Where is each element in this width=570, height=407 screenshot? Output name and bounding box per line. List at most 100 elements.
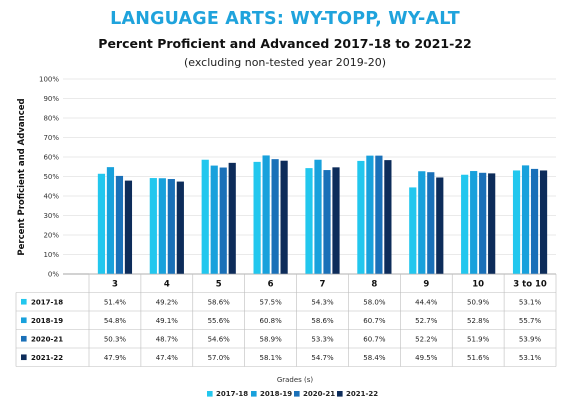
bar [253, 161, 261, 274]
table-cell: 44.4% [415, 298, 438, 306]
y-tick-label: 40% [43, 193, 59, 201]
bars [97, 155, 548, 274]
bar [219, 167, 227, 274]
bar [167, 179, 175, 274]
table-cell: 58.6% [208, 298, 231, 306]
bar [539, 170, 548, 274]
table-cell: 50.3% [104, 335, 127, 343]
table-cell: 60.7% [363, 335, 386, 343]
bar [461, 174, 469, 274]
bar [366, 155, 374, 274]
chart-subtitle: Percent Proficient and Advanced 2017-18 … [98, 36, 472, 51]
y-tick-label: 60% [43, 154, 59, 162]
category-label: 5 [216, 280, 222, 290]
bar [332, 167, 340, 274]
legend-swatch [207, 391, 213, 397]
table-cell: 57.0% [208, 354, 231, 362]
bar [280, 160, 288, 274]
table-cell: 49.1% [156, 317, 179, 325]
y-tick-label: 70% [43, 134, 59, 142]
bar [384, 160, 392, 274]
table-cell: 48.7% [156, 335, 179, 343]
row-label: 2017-18 [31, 298, 63, 306]
row-label: 2021-22 [31, 354, 63, 362]
bar [409, 187, 417, 274]
table-cell: 51.9% [467, 335, 490, 343]
bar [488, 173, 496, 274]
category-label: 4 [164, 280, 170, 290]
legend-swatch [337, 391, 343, 397]
legend-swatch [251, 391, 257, 397]
y-tick-label: 80% [43, 115, 59, 123]
row-swatch [21, 335, 27, 342]
bar [375, 155, 383, 274]
table-cell: 58.9% [259, 335, 282, 343]
row-swatch [21, 354, 27, 361]
bar [228, 162, 236, 274]
chart-note: (excluding non-tested year 2019-20) [183, 56, 387, 69]
chart-title: LANGUAGE ARTS: WY-TOPP, WY-ALT [110, 9, 460, 29]
bar [271, 159, 279, 274]
bar [314, 159, 322, 274]
legend-entry: 2017-18 [216, 390, 248, 398]
bar [357, 160, 365, 274]
row-label: 2018-19 [31, 317, 63, 325]
row-label: 2020-21 [31, 335, 63, 343]
table-cell: 55.6% [208, 317, 231, 325]
x-axis-label: Grades (s) [277, 376, 314, 384]
table-cell: 53.1% [519, 298, 542, 306]
bar [530, 168, 539, 274]
table-cell: 57.5% [259, 298, 282, 306]
table-cell: 53.9% [519, 335, 542, 343]
bar [479, 172, 487, 274]
table-cell: 54.7% [311, 354, 334, 362]
bar [149, 178, 157, 274]
table-cell: 49.2% [156, 298, 179, 306]
y-tick-label: 20% [43, 232, 59, 240]
y-tick-label: 0% [48, 271, 59, 279]
legend-entry: 2020-21 [303, 390, 335, 398]
data-table: 3 4 5 6 7 8 9 10 3 to 10 2017-18 51.4% 49.2% 58.6% 57… [15, 273, 557, 367]
table-cell: 58.1% [259, 354, 282, 362]
bar [158, 178, 166, 274]
table-cell: 51.6% [467, 354, 490, 362]
table-cell: 58.4% [363, 354, 386, 362]
y-axis-label: Percent Proficient and Advanced [17, 98, 27, 255]
legend-swatch [294, 391, 300, 397]
category-label: 3 to 10 [513, 280, 547, 290]
table-cell: 50.9% [467, 298, 490, 306]
table-cell: 52.8% [467, 317, 490, 325]
bar [210, 165, 218, 274]
bar [262, 155, 270, 274]
category-label: 3 [112, 280, 118, 290]
row-swatch [21, 317, 27, 324]
category-label: 9 [423, 280, 429, 290]
bar [305, 168, 313, 274]
table-cell: 51.4% [104, 298, 127, 306]
category-label: 6 [268, 280, 274, 290]
legend: 2017-18 2018-19 2020-21 2021-22 [207, 390, 378, 398]
y-axis-ticks: 0% 10% 20% 30% 40% 50% 60% 70% 80% 90% 100% [39, 76, 59, 279]
table-cell: 54.3% [311, 298, 334, 306]
bar [106, 167, 115, 274]
table-cell: 58.6% [311, 317, 334, 325]
table-cell: 47.4% [156, 354, 179, 362]
bar [436, 177, 444, 274]
table-cell: 53.1% [519, 354, 542, 362]
y-tick-label: 10% [43, 251, 59, 259]
table-cell: 47.9% [104, 354, 127, 362]
bar [323, 170, 331, 274]
bar [115, 175, 124, 274]
table-cell: 52.2% [415, 335, 438, 343]
table-cell: 54.6% [208, 335, 231, 343]
table-cell: 60.8% [259, 317, 282, 325]
bar [470, 171, 478, 274]
legend-entry: 2018-19 [260, 390, 292, 398]
y-tick-label: 90% [43, 95, 59, 103]
y-tick-label: 100% [39, 76, 59, 84]
bar [512, 170, 521, 274]
bar [176, 181, 184, 274]
legend-entry: 2021-22 [346, 390, 378, 398]
y-tick-label: 50% [43, 173, 59, 181]
bar [97, 173, 106, 274]
